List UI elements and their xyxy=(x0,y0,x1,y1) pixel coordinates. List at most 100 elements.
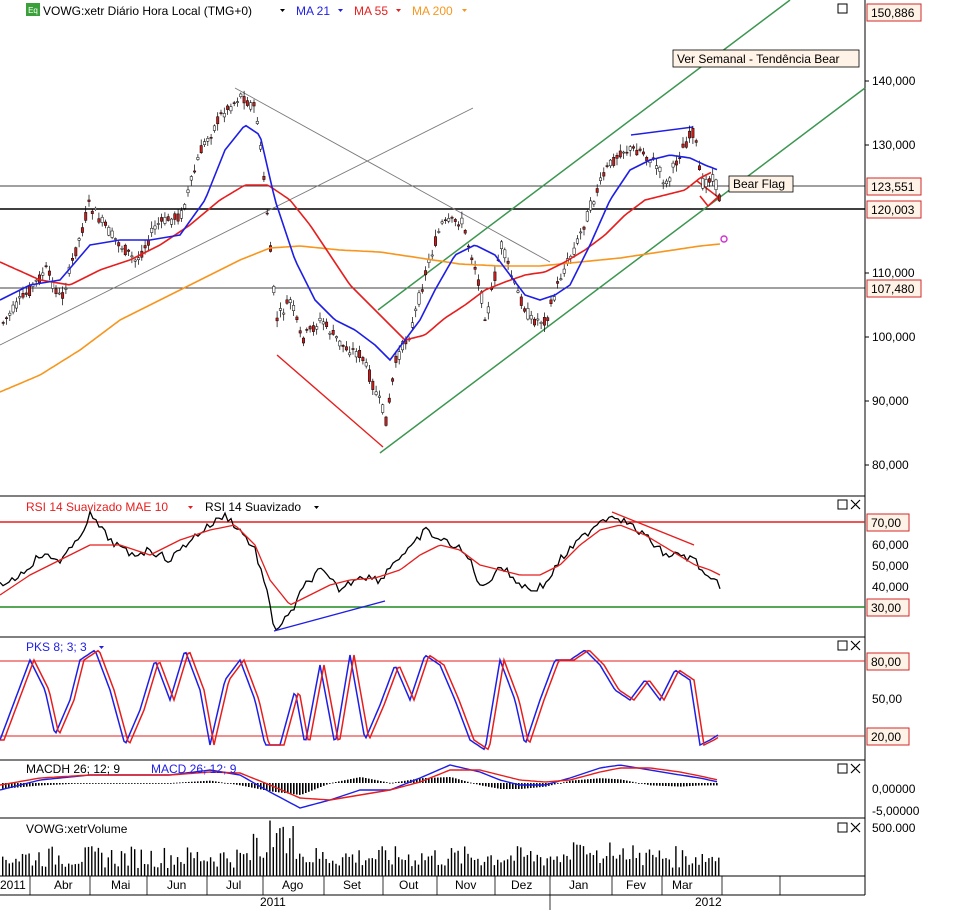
rsi-signal-legend[interactable]: RSI 14 Suavizado MAE 10 xyxy=(26,500,168,514)
volume-bar xyxy=(421,853,423,876)
volume-bar xyxy=(688,864,690,876)
chevron-down-icon[interactable] xyxy=(462,9,467,12)
candle-body xyxy=(236,101,239,103)
macd-histogram-bar xyxy=(566,781,568,783)
ma55-legend[interactable]: MA 55 xyxy=(354,4,388,18)
macd-histogram-bar xyxy=(242,783,244,786)
higher-high-line xyxy=(630,126,694,136)
candle-body xyxy=(206,138,210,142)
volume-bar xyxy=(559,862,562,876)
volume-bar xyxy=(11,862,14,876)
ma21-legend[interactable]: MA 21 xyxy=(296,4,330,18)
candle-body xyxy=(259,145,263,150)
volume-legend[interactable]: VOWG:xetrVolume xyxy=(26,822,128,836)
volume-bar xyxy=(506,859,509,876)
candle-body xyxy=(698,165,701,170)
volume-bar xyxy=(21,853,24,876)
candle-body xyxy=(546,317,550,321)
macd-histogram-bar xyxy=(476,783,478,785)
price-tick: 110,000 xyxy=(872,266,915,280)
chevron-down-icon[interactable] xyxy=(396,9,401,12)
chart-title: VOWG:xetr Diário Hora Local (TMG+0) xyxy=(43,4,252,18)
macd-histogram-bar xyxy=(128,783,130,784)
volume-bar xyxy=(358,850,360,876)
pks-legend[interactable]: PKS 8; 3; 3 xyxy=(26,640,87,654)
volume-bar xyxy=(262,857,265,876)
chevron-down-icon[interactable] xyxy=(314,506,319,509)
volume-bar xyxy=(130,846,133,876)
candle-body xyxy=(549,299,553,304)
candle-body xyxy=(410,322,414,328)
close-icon[interactable] xyxy=(850,822,861,833)
volume-bar xyxy=(543,865,545,876)
volume-bar xyxy=(335,863,337,876)
candle-body xyxy=(473,266,477,270)
maximize-icon[interactable] xyxy=(837,3,848,14)
macdh-legend[interactable]: MACDH 26; 12; 9 xyxy=(26,762,120,776)
close-icon[interactable] xyxy=(850,640,861,651)
volume-bar xyxy=(104,867,106,876)
close-icon[interactable] xyxy=(850,499,861,510)
macd-histogram-bar xyxy=(575,780,577,783)
chevron-down-icon[interactable] xyxy=(188,506,193,509)
volume-bar xyxy=(107,857,109,876)
rsi-line xyxy=(0,509,721,631)
candle-body xyxy=(460,217,464,225)
volume-bar xyxy=(503,860,505,876)
rsi-legend[interactable]: RSI 14 Suavizado xyxy=(205,500,301,514)
candle-body xyxy=(295,316,299,320)
volume-bar xyxy=(127,865,129,876)
volume-bar xyxy=(695,857,697,876)
volume-bar xyxy=(394,846,397,876)
month-label: Abr xyxy=(54,878,73,892)
maximize-icon[interactable] xyxy=(837,763,848,774)
macd-histogram-bar xyxy=(47,783,49,786)
price-tick: 90,000 xyxy=(872,394,909,408)
volume-bar xyxy=(289,838,291,876)
volume-bar xyxy=(143,864,146,876)
ma200-legend[interactable]: MA 200 xyxy=(412,4,453,18)
rsi-label-70: 70,00 xyxy=(871,516,901,530)
candle-body xyxy=(559,278,563,280)
macd-histogram-bar xyxy=(134,783,136,784)
candle-body xyxy=(668,177,672,182)
chevron-down-icon[interactable] xyxy=(99,646,104,649)
macd-histogram-bar xyxy=(185,782,187,783)
volume-bar xyxy=(266,852,268,876)
volume-bar xyxy=(539,857,542,876)
chevron-down-icon[interactable] xyxy=(280,9,285,12)
macd-histogram-bar xyxy=(209,780,211,783)
maximize-icon[interactable] xyxy=(837,822,848,833)
maximize-icon[interactable] xyxy=(837,640,848,651)
macd-histogram-bar xyxy=(251,783,253,788)
macd-legend[interactable]: MACD 26; 12; 9 xyxy=(151,762,237,776)
macd-histogram-bar xyxy=(263,783,265,790)
candle-body xyxy=(605,165,609,167)
candle-body xyxy=(467,245,470,248)
candle-body xyxy=(285,299,289,304)
macd-histogram-bar xyxy=(239,783,241,786)
close-icon[interactable] xyxy=(850,763,861,774)
macd-histogram-bar xyxy=(53,783,55,785)
volume-bar xyxy=(642,865,644,876)
candle-body xyxy=(5,317,8,319)
volume-bar xyxy=(678,867,680,876)
plot-background xyxy=(0,0,865,895)
volume-bar xyxy=(61,863,63,876)
maximize-icon[interactable] xyxy=(837,499,848,510)
candle-body xyxy=(704,179,708,187)
macd-histogram-bar xyxy=(458,779,460,783)
candle-body xyxy=(54,288,58,294)
macd-histogram-bar xyxy=(35,783,37,786)
chevron-down-icon[interactable] xyxy=(338,9,343,12)
candle-body xyxy=(381,404,385,413)
volume-bar xyxy=(582,846,585,876)
macd-histogram-bar xyxy=(218,781,220,783)
macd-histogram-bar xyxy=(449,777,451,783)
macd-histogram-bar xyxy=(395,782,397,783)
ma21-line xyxy=(0,124,718,362)
macd-histogram-bar xyxy=(290,783,292,794)
candle-body xyxy=(292,305,296,311)
macd-histogram-bar xyxy=(635,782,637,784)
